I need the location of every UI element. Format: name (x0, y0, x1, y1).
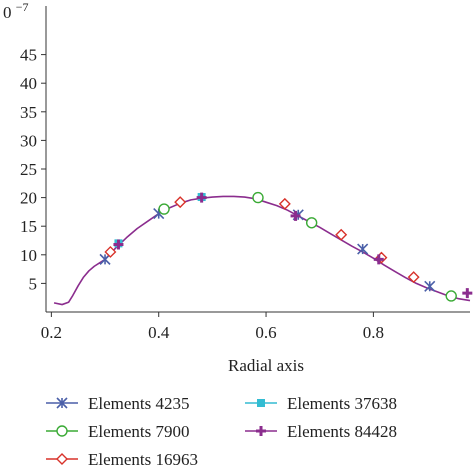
legend-item: Elements 7900 (46, 422, 190, 441)
data-point-series-1 (357, 243, 369, 255)
legend-label: Elements 84428 (287, 422, 397, 441)
legend-marker (56, 425, 68, 437)
y-tick-label: 45 (20, 46, 37, 65)
y-exponent-superscript: −7 (16, 0, 29, 14)
profile-curve (53, 195, 471, 306)
data-point-series-3 (278, 197, 291, 210)
y-tick-label: 5 (29, 274, 38, 293)
data-point-series-3 (407, 271, 420, 284)
y-tick-label: 15 (20, 217, 37, 236)
x-tick-label: 0.6 (255, 323, 276, 342)
legend-label: Elements 7900 (88, 422, 190, 441)
data-point-series-1 (99, 253, 111, 265)
legend-item: Elements 4235 (46, 394, 190, 413)
data-point-series-5 (290, 210, 301, 221)
data-point-series-3 (174, 196, 187, 209)
data-point-series-3 (335, 228, 348, 241)
curve-layer (53, 195, 471, 306)
y-tick-label: 40 (20, 74, 37, 93)
legend-marker (256, 426, 266, 436)
y-exponent-label: 0 −7 (3, 0, 29, 22)
y-tick-label: 10 (20, 246, 37, 265)
data-point-series-2 (305, 217, 318, 229)
data-point-series-1 (424, 280, 436, 292)
legend: Elements 4235 Elements 7900 Elements 16963… (46, 394, 397, 469)
y-tick-label: 25 (20, 160, 37, 179)
legend-label: Elements 37638 (287, 394, 397, 413)
y-tick-label: 35 (20, 103, 37, 122)
legend-item: Elements 16963 (46, 450, 198, 469)
data-point-series-3 (104, 245, 117, 258)
legend-label: Elements 16963 (88, 450, 198, 469)
data-point-series-5 (196, 192, 207, 203)
axes-layer: 0 −7 Radial axis 5 10 15 20 25 30 35 40 45 0.2 0.4… (3, 0, 470, 375)
x-tick-label: 0.2 (41, 323, 62, 342)
data-point-series-2 (252, 191, 264, 204)
legend-marker (56, 453, 68, 465)
marker-layer (99, 191, 473, 302)
y-tick-label: 20 (20, 189, 37, 208)
x-tick-label: 0.8 (363, 323, 384, 342)
data-point-series-5 (113, 239, 124, 250)
data-point-series-5 (462, 288, 473, 299)
data-point-series-5 (373, 254, 384, 265)
y-exponent-base: 0 (3, 3, 12, 22)
legend-item: Elements 37638 (245, 394, 397, 413)
data-point-series-2 (445, 290, 457, 302)
data-point-series-2 (158, 203, 170, 215)
y-tick-label: 30 (20, 131, 37, 150)
legend-marker (56, 397, 68, 409)
x-axis-title: Radial axis (228, 356, 304, 375)
x-tick-label: 0.4 (148, 323, 170, 342)
legend-item: Elements 84428 (245, 422, 397, 441)
legend-label: Elements 4235 (88, 394, 190, 413)
legend-marker (257, 399, 265, 407)
